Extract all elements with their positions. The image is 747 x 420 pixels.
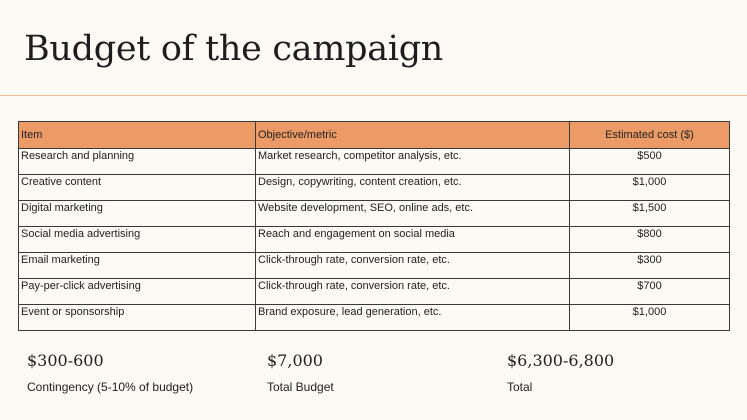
table-row: Pay-per-click advertising Click-through … [18, 278, 730, 305]
cell-objective: Click-through rate, conversion rate, etc… [255, 278, 570, 305]
cell-objective: Brand exposure, lead generation, etc. [255, 304, 570, 331]
cell-item: Research and planning [18, 148, 256, 175]
table-row: Social media advertising Reach and engag… [18, 226, 730, 253]
cell-cost: $1,000 [569, 304, 730, 331]
summary-label: Total Budget [267, 380, 334, 394]
table-row: Research and planning Market research, c… [18, 148, 730, 175]
cell-cost: $1,500 [569, 200, 730, 227]
cell-item: Email marketing [18, 252, 256, 279]
cell-cost: $1,000 [569, 174, 730, 201]
header-estimated-cost: Estimated cost ($) [569, 121, 730, 149]
cell-cost: $800 [569, 226, 730, 253]
header-item: Item [18, 121, 256, 149]
header-objective: Objective/metric [255, 121, 570, 149]
cell-objective: Reach and engagement on social media [255, 226, 570, 253]
cell-cost: $300 [569, 252, 730, 279]
summary-amount: $300-600 [27, 351, 104, 370]
cell-objective: Market research, competitor analysis, et… [255, 148, 570, 175]
cell-item: Creative content [18, 174, 256, 201]
page-title: Budget of the campaign [24, 29, 444, 69]
summary-total: $6,300-6,800 Total [507, 350, 614, 395]
summary-contingency: $300-600 Contingency (5-10% of budget) [27, 350, 193, 395]
title-divider [0, 95, 747, 96]
budget-table: Item Objective/metric Estimated cost ($)… [18, 121, 730, 331]
cell-objective: Design, copywriting, content creation, e… [255, 174, 570, 201]
cell-item: Event or sponsorship [18, 304, 256, 331]
summary-label: Contingency (5-10% of budget) [27, 380, 194, 394]
summary-amount: $7,000 [267, 351, 323, 370]
table-row: Digital marketing Website development, S… [18, 200, 730, 227]
cell-item: Social media advertising [18, 226, 256, 253]
cell-item: Pay-per-click advertising [18, 278, 256, 305]
summary-total-budget: $7,000 Total Budget [267, 350, 334, 395]
summary-label: Total [507, 380, 533, 394]
summary-amount: $6,300-6,800 [507, 351, 615, 370]
cell-objective: Click-through rate, conversion rate, etc… [255, 252, 570, 279]
cell-cost: $500 [569, 148, 730, 175]
table-row: Email marketing Click-through rate, conv… [18, 252, 730, 279]
cell-item: Digital marketing [18, 200, 256, 227]
table-row: Event or sponsorship Brand exposure, lea… [18, 304, 730, 331]
cell-cost: $700 [569, 278, 730, 305]
table-row: Creative content Design, copywriting, co… [18, 174, 730, 201]
table-header-row: Item Objective/metric Estimated cost ($) [18, 121, 730, 149]
cell-objective: Website development, SEO, online ads, et… [255, 200, 570, 227]
